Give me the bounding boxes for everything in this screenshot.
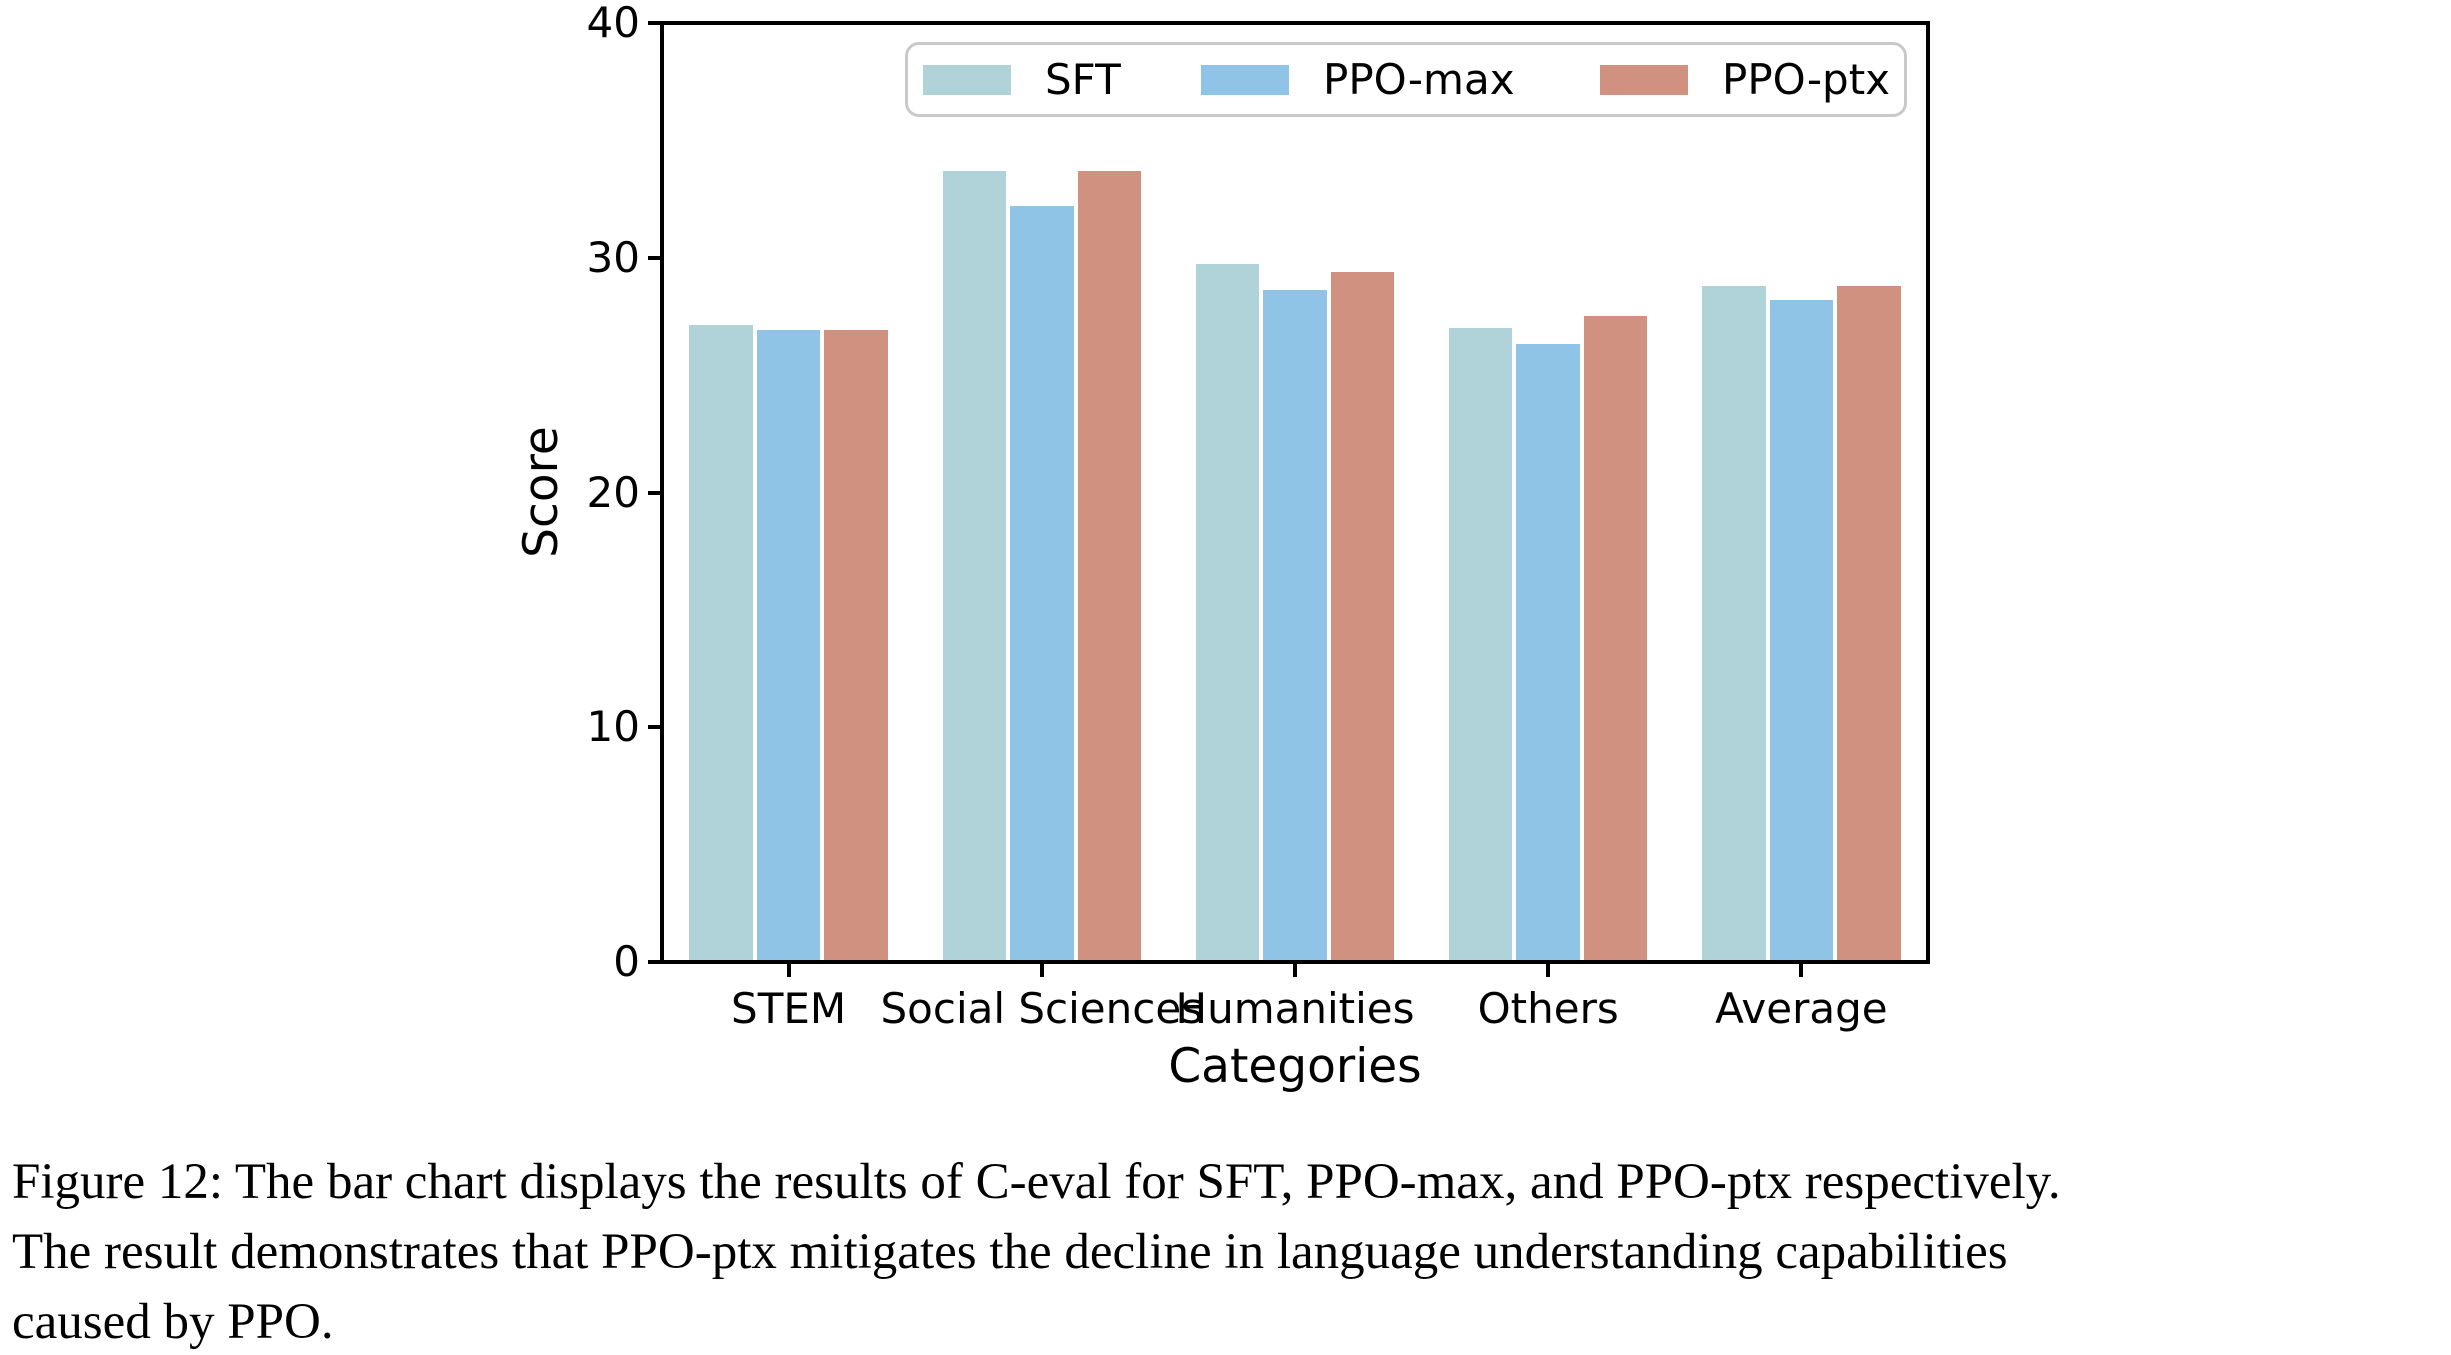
y-tick-mark (648, 725, 662, 730)
y-tick-mark (648, 960, 662, 964)
bar-sft-average (1700, 283, 1768, 962)
legend: SFT PPO-max PPO-ptx (905, 42, 1907, 117)
bar-ppo-ptx-social-sciences (1075, 168, 1144, 962)
legend-label-ppo-max: PPO-max (1323, 55, 1515, 104)
legend-swatch-sft (923, 64, 1011, 95)
legend-swatch-ppo-ptx (1600, 64, 1688, 95)
x-tick-mark (1039, 963, 1044, 977)
x-axis-label: Categories (1168, 1039, 1422, 1094)
bar-ppo-ptx-humanities (1328, 269, 1397, 962)
x-tick-label-others: Others (1477, 984, 1619, 1033)
legend-swatch-ppo-max (1201, 64, 1289, 95)
y-tick-mark (648, 21, 662, 25)
plot-area (662, 23, 1928, 962)
right-spine (1926, 21, 1930, 964)
x-tick-label-humanities: Humanities (1175, 984, 1415, 1033)
bottom-spine (660, 960, 1930, 964)
bar-ppo-max-stem (754, 328, 823, 962)
y-tick-mark (648, 490, 662, 495)
x-tick-mark (786, 963, 791, 977)
bar-ppo-ptx-average (1835, 283, 1903, 962)
y-tick-label: 30 (586, 232, 640, 282)
x-tick-mark (1546, 963, 1551, 977)
bar-sft-humanities (1193, 262, 1262, 962)
x-tick-mark (1799, 963, 1804, 977)
left-spine (660, 21, 664, 964)
legend-item-ppo-max: PPO-max (1201, 45, 1515, 114)
y-tick-label: 10 (586, 702, 640, 752)
y-tick-label: 40 (586, 0, 640, 47)
bar-sft-social-sciences (940, 168, 1009, 962)
x-tick-mark (1293, 963, 1297, 977)
caption-line-2: The result demonstrates that PPO-ptx mit… (12, 1224, 2008, 1280)
bar-ppo-ptx-stem (822, 328, 890, 962)
x-tick-label-stem: STEM (731, 984, 847, 1033)
caption-line-3: caused by PPO. (12, 1294, 334, 1350)
bar-sft-stem (687, 323, 755, 962)
legend-label-ppo-ptx: PPO-ptx (1722, 55, 1891, 104)
y-tick-label: 20 (586, 467, 640, 517)
caption-line-1: Figure 12: The bar chart displays the re… (12, 1154, 2061, 1210)
legend-item-ppo-ptx: PPO-ptx (1600, 45, 1890, 114)
bar-ppo-max-others (1514, 342, 1582, 962)
y-tick-mark (648, 255, 662, 260)
legend-label-sft: SFT (1045, 55, 1121, 104)
figure-caption: Figure 12: The bar chart displays the re… (12, 1147, 2447, 1355)
top-spine (660, 21, 1930, 25)
legend-item-sft: SFT (923, 45, 1121, 114)
y-tick-label: 0 (613, 937, 640, 986)
x-tick-label-average: Average (1715, 984, 1888, 1033)
bar-ppo-max-social-sciences (1008, 203, 1076, 962)
bar-sft-others (1446, 325, 1515, 962)
bar-ppo-ptx-others (1581, 314, 1650, 962)
bar-ppo-max-average (1767, 297, 1836, 962)
bar-ppo-max-humanities (1261, 288, 1329, 962)
x-tick-label-social-sciences: Social Sciences (880, 984, 1204, 1033)
